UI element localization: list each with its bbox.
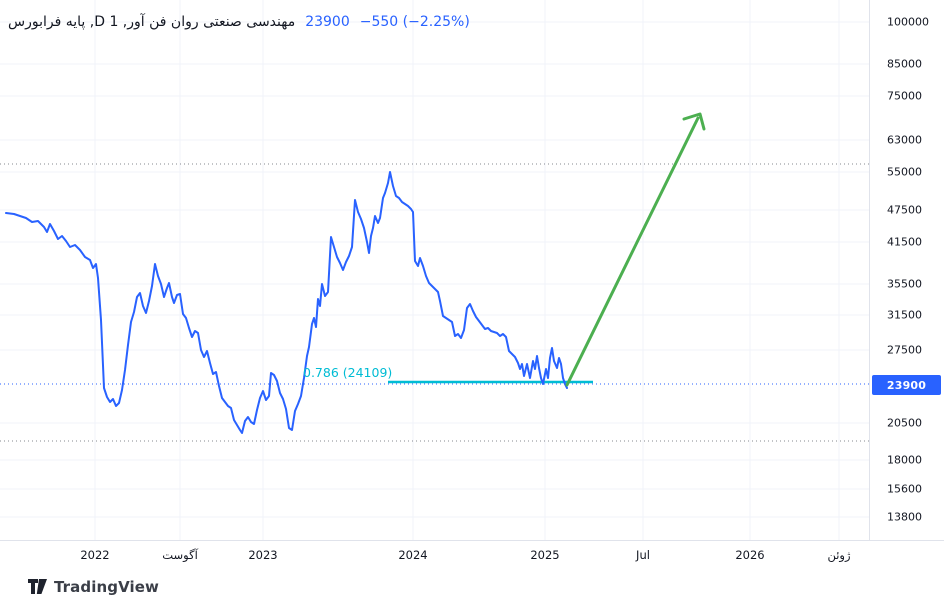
time-axis-label: ژوئن <box>827 548 851 562</box>
price-axis-label: 13800 <box>887 510 922 524</box>
footer-bar: TradingView <box>0 569 944 604</box>
price-axis-label: 31500 <box>887 308 922 322</box>
last-price-value: 23900 <box>305 14 350 30</box>
current-price-badge: 23900 <box>872 375 941 395</box>
current-price-badge-text: 23900 <box>886 378 927 392</box>
time-axis-label: 2023 <box>248 548 278 562</box>
time-axis-label: 2025 <box>530 548 560 562</box>
price-axis-label: 41500 <box>887 235 922 249</box>
price-axis-label: 47500 <box>887 203 922 217</box>
price-axis-label: 15600 <box>887 482 922 496</box>
time-axis-label: 2026 <box>735 548 765 562</box>
price-axis-label: 55000 <box>887 165 922 179</box>
tradingview-logo-link[interactable]: TradingView <box>28 578 159 596</box>
price-axis-label: 27500 <box>887 343 922 357</box>
symbol-legend[interactable]: مهندسی صنعتی روان فن آور, 1 D, پایه فراب… <box>8 13 470 31</box>
time-axis-label: 2024 <box>398 548 428 562</box>
symbol-title[interactable]: مهندسی صنعتی روان فن آور, 1 D, پایه فراب… <box>8 14 296 30</box>
tradingview-logo-icon <box>28 579 47 594</box>
price-chart-canvas[interactable] <box>0 0 869 540</box>
chart-pane[interactable]: مهندسی صنعتی روان فن آور, 1 D, پایه فراب… <box>0 0 869 540</box>
price-axis-label: 75000 <box>887 89 922 103</box>
price-line-series[interactable] <box>5 171 568 434</box>
price-axis-label: 20500 <box>887 416 922 430</box>
time-axis[interactable]: 2022 آگوست 2023 2024 2025 Jul 2026 ژوئن <box>0 540 944 570</box>
price-axis-label: 18000 <box>887 453 922 467</box>
time-axis-label: آگوست <box>162 548 198 562</box>
fib-retracement-label: 0.786 (24109) <box>303 365 393 380</box>
price-axis-label: 63000 <box>887 133 922 147</box>
projection-arrow-shaft[interactable] <box>565 116 700 387</box>
projection-arrow-head[interactable] <box>682 112 706 131</box>
price-axis[interactable]: 23900 100000 85000 75000 63000 55000 47500 415… <box>869 0 944 540</box>
price-axis-label: 85000 <box>887 57 922 71</box>
time-axis-label: 2022 <box>80 548 110 562</box>
tradingview-logo-text: TradingView <box>54 577 160 596</box>
time-axis-label: Jul <box>636 548 650 562</box>
price-axis-label: 100000 <box>887 15 929 29</box>
price-axis-label: 35500 <box>887 277 922 291</box>
price-change-value: −550 (−2.25%) <box>359 14 470 30</box>
